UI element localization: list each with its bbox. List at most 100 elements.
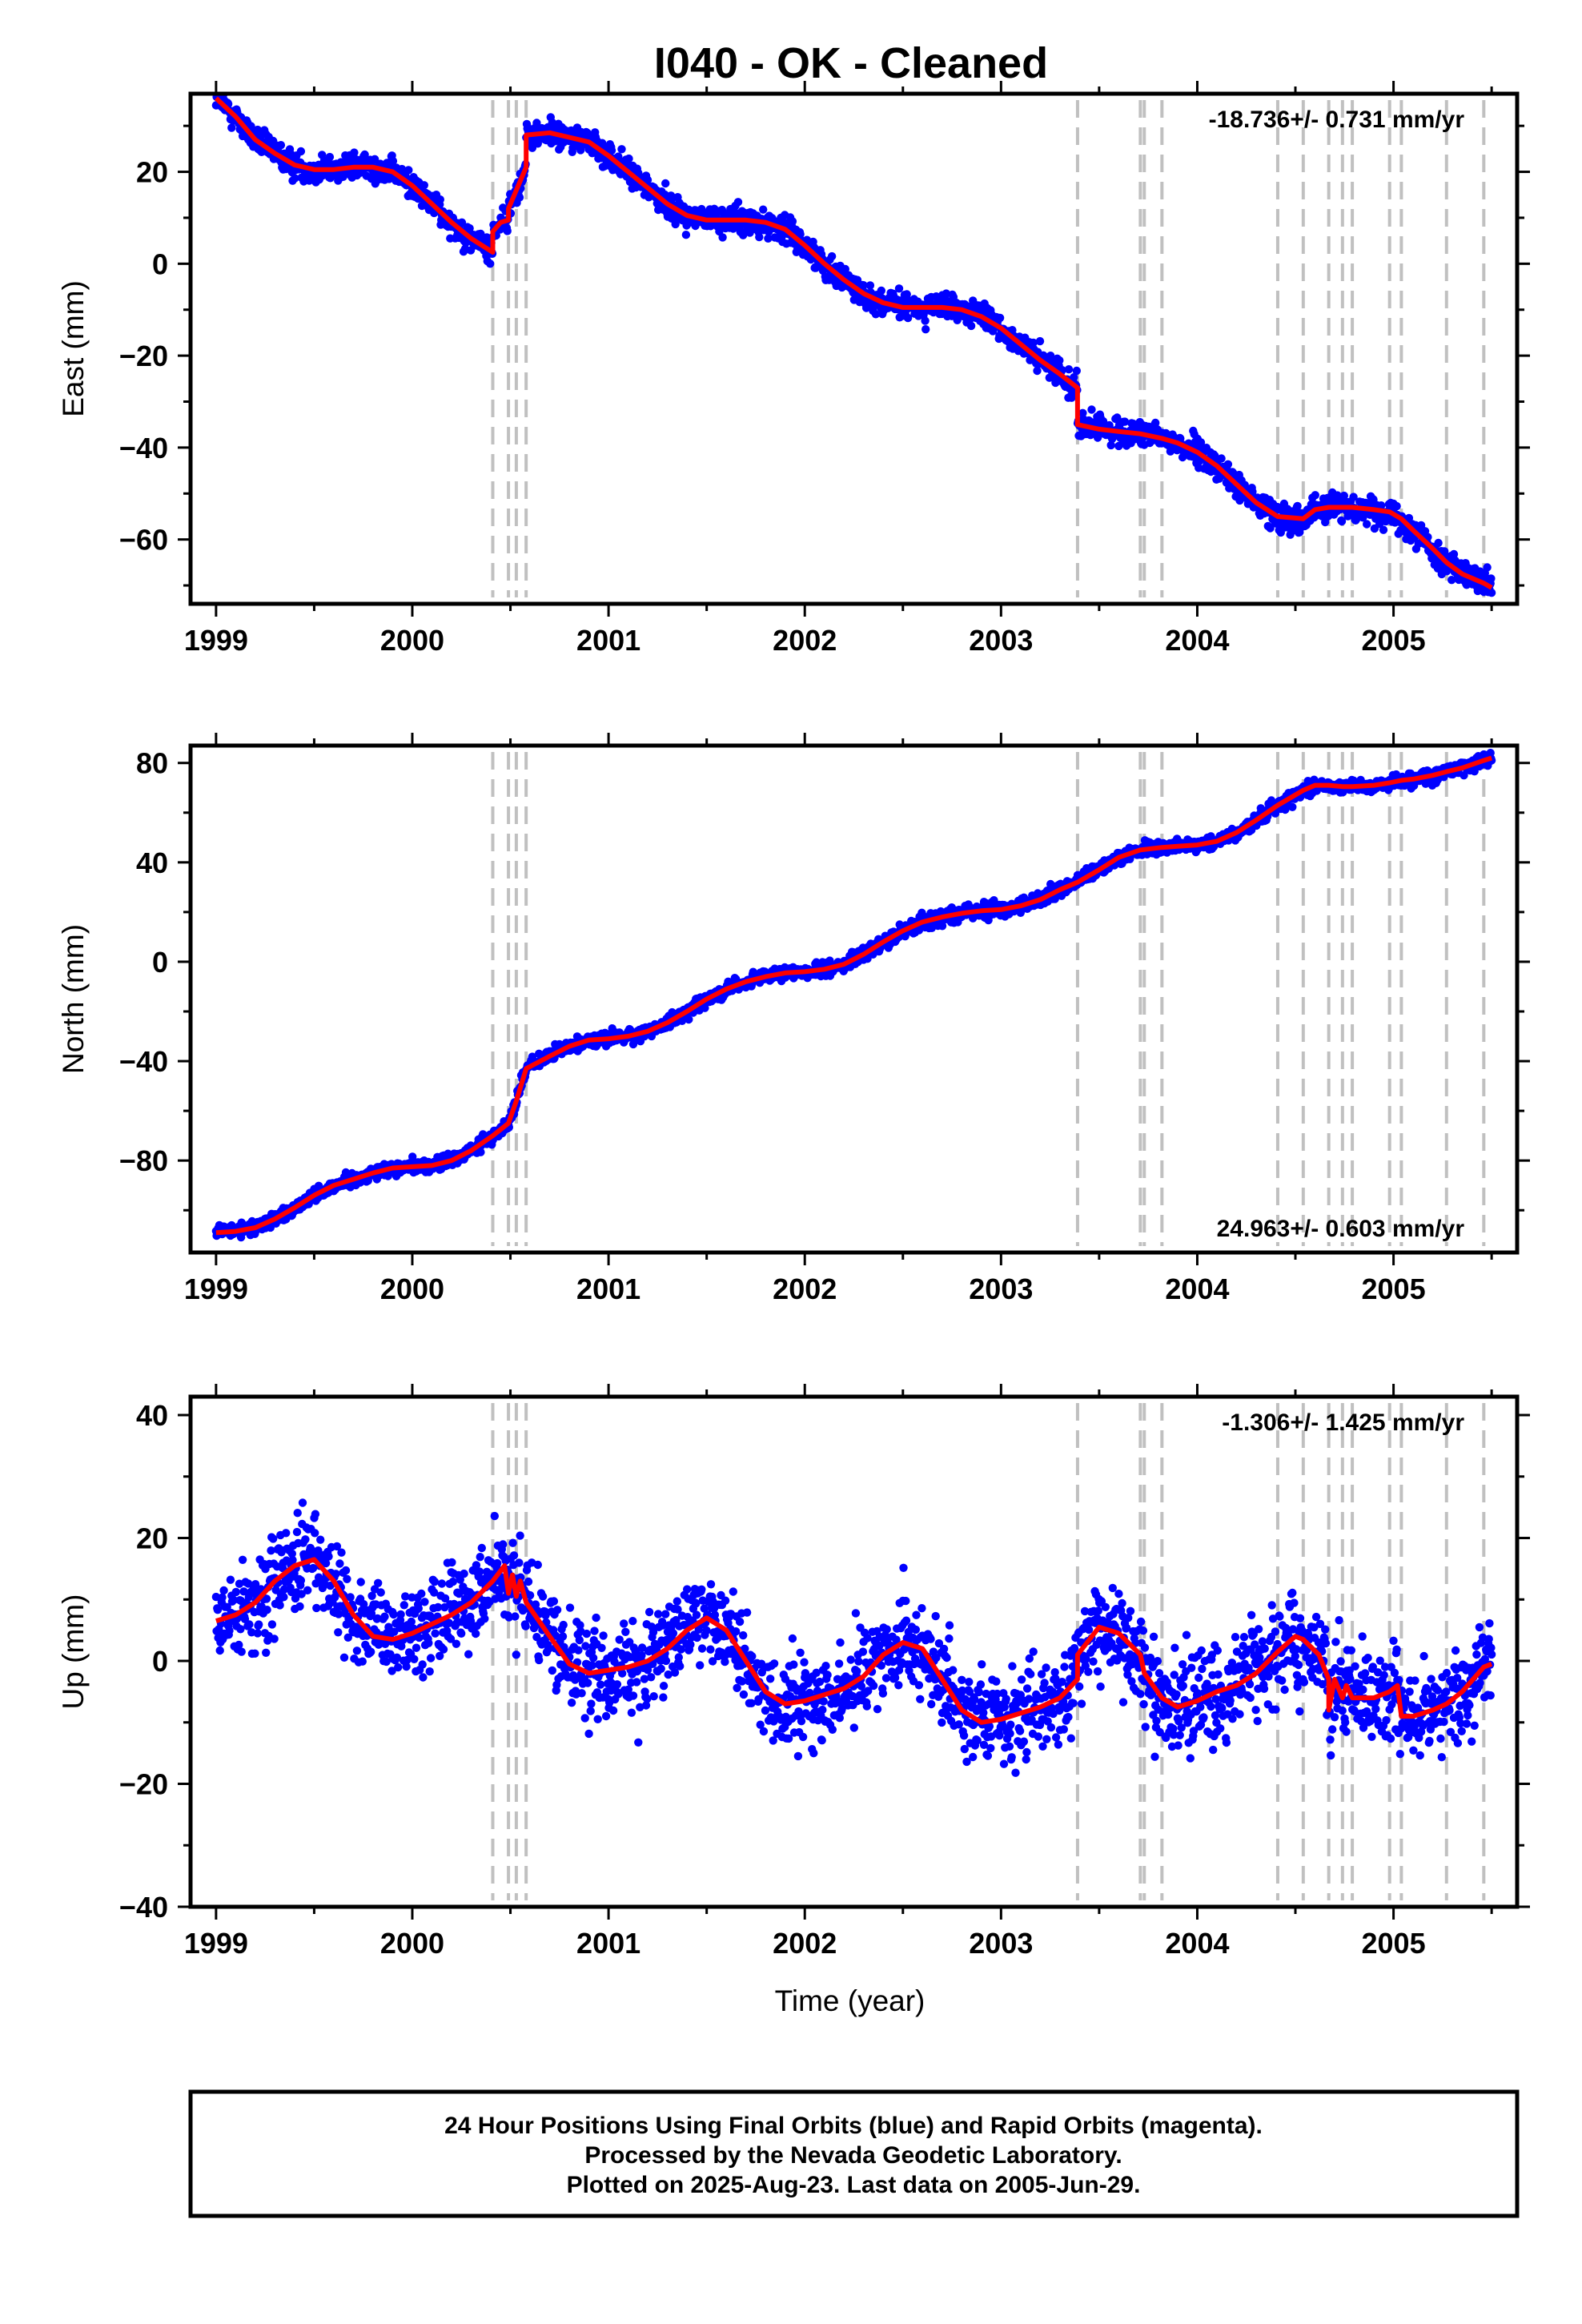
data-point [282,1529,291,1538]
data-point [841,264,850,274]
data-point [247,1628,256,1637]
data-point [1379,525,1388,534]
data-point [515,193,524,202]
data-point [229,1595,239,1605]
data-point [296,147,306,156]
data-point [465,223,474,233]
y-tick-label: 0 [152,247,168,280]
daily-position-points [211,1498,1496,1777]
data-point [1349,493,1358,501]
data-point [236,1625,245,1634]
data-point [457,218,467,227]
data-point [614,152,623,161]
data-point [865,281,875,290]
y-tick-label: −80 [119,1144,168,1177]
data-point [292,1527,302,1537]
data-point [1113,413,1122,422]
data-point [990,896,998,905]
data-point [1416,521,1426,530]
y-tick-label: −20 [119,340,168,372]
y-axis: 200−20−40−60 [119,124,1530,587]
data-point [914,926,924,935]
x-tick-label: 2002 [773,1273,837,1305]
data-point [476,1148,485,1156]
data-point [1033,366,1042,376]
data-point [316,1535,325,1544]
data-point [267,1620,277,1629]
x-tick-label: 2003 [969,1273,1033,1305]
data-point [237,1647,246,1656]
data-point [262,1648,271,1657]
data-point [788,217,797,226]
data-point [235,1640,243,1650]
data-point [685,1015,693,1024]
data-point [270,1634,279,1643]
east-panel: 1999 2000 2001 2002 2003 2004 2005200−20−40−60… [57,81,1530,657]
data-point [1223,460,1233,468]
data-point [360,150,369,159]
step-lines [491,1403,1486,1900]
model-fit-line [214,96,1493,590]
data-point [733,198,743,207]
data-point [1339,491,1349,501]
data-point [938,922,947,931]
x-axis: 1999 2000 2001 2002 2003 2004 2005 [184,81,1493,657]
data-point [624,154,633,163]
y-axis-label: North (mm) [57,924,90,1074]
data-point [219,1586,228,1595]
data-point [921,325,930,334]
data-point [1293,501,1302,511]
data-point [628,1039,638,1049]
data-point [661,179,670,188]
data-point [921,316,930,325]
y-tick-label: −40 [119,1045,168,1078]
data-point [1035,336,1045,346]
data-point [759,205,768,214]
data-point [239,1587,248,1596]
data-point [301,1535,310,1544]
data-point [388,156,398,166]
data-point [297,1590,306,1598]
x-tick-label: 2001 [576,624,640,657]
data-point [291,174,299,183]
data-point [718,233,727,242]
x-tick-label: 2002 [773,624,837,657]
data-point [350,148,359,157]
up-panel: 1999 2000 2001 2002 2003 2004 200540200−20−40U… [57,1384,1530,2017]
x-tick-label: 1999 [184,1273,248,1305]
data-point [1377,501,1386,510]
data-point [1093,433,1102,442]
data-point [298,1498,307,1507]
data-point [1483,563,1492,572]
y-tick-label: 80 [136,747,168,780]
x-tick-label: 2005 [1362,1273,1426,1305]
y-tick-label: 40 [136,846,168,879]
data-point [871,310,881,319]
step-lines [491,752,1486,1246]
data-point [225,1626,234,1635]
data-point [701,1003,709,1012]
data-point [267,1546,275,1555]
plot-frame [188,91,1520,606]
data-point [231,1587,240,1597]
x-axis: 1999 2000 2001 2002 2003 2004 2005 [184,733,1493,1305]
data-point [253,1629,262,1638]
data-point [262,1594,271,1603]
data-point [404,166,413,175]
data-point [1029,338,1038,348]
data-point [275,1601,284,1610]
data-point [1266,524,1275,533]
x-tick-label: 2001 [576,1273,640,1305]
data-point [312,1603,321,1613]
data-point [643,175,652,184]
data-point [1064,365,1074,374]
data-point [311,1529,319,1538]
data-point [827,251,837,261]
x-tick-label: 2000 [380,1273,444,1305]
data-point [1434,538,1443,548]
data-point [321,1558,331,1568]
data-point [1072,366,1082,376]
velocity-rate-label: 24.963+/- 0.603 mm/yr [1217,1216,1465,1242]
data-point [238,1555,247,1565]
